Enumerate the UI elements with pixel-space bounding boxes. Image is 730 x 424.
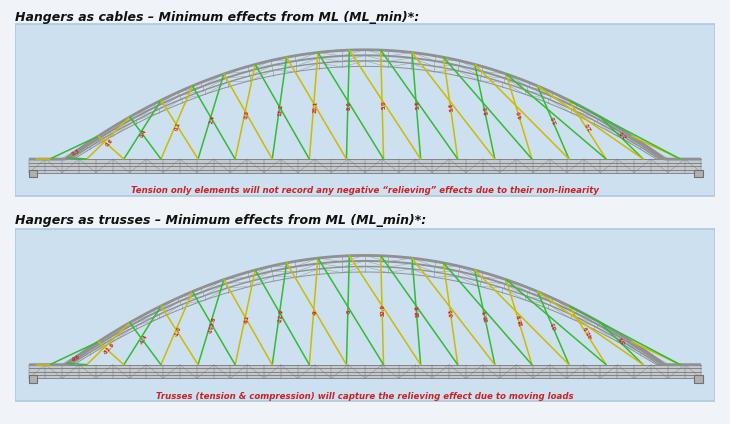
Text: 2.0: 2.0 <box>585 121 593 131</box>
Text: 0.3: 0.3 <box>71 149 80 157</box>
Text: 0.4: 0.4 <box>139 129 148 139</box>
Text: Hangers as trusses – Minimum effects from ML (ML_min)*:: Hangers as trusses – Minimum effects fro… <box>15 214 426 227</box>
Text: -22.9: -22.9 <box>277 308 284 323</box>
Text: -35: -35 <box>618 335 628 344</box>
Text: -81.9: -81.9 <box>103 342 116 355</box>
Text: 3.0: 3.0 <box>551 114 558 124</box>
Text: -9: -9 <box>312 310 318 315</box>
Text: 20.5: 20.5 <box>483 309 490 322</box>
Text: 0.6: 0.6 <box>105 138 115 148</box>
Text: Tension only elements will not record any negative “relieving” effects due to th: Tension only elements will not record an… <box>131 186 599 195</box>
Text: 32.9: 32.9 <box>381 304 386 316</box>
Text: -40.9: -40.9 <box>583 324 594 339</box>
Bar <box>28 170 37 177</box>
Text: Hangers as cables – Minimum effects from ML (ML_min)*:: Hangers as cables – Minimum effects from… <box>15 11 419 24</box>
Text: 5.0: 5.0 <box>381 100 386 109</box>
Text: 18.9: 18.9 <box>517 313 524 326</box>
Text: 5.6: 5.6 <box>415 101 420 110</box>
Bar <box>694 375 703 383</box>
Text: -96: -96 <box>70 354 80 363</box>
Bar <box>694 170 703 177</box>
Text: 8.0: 8.0 <box>347 101 352 109</box>
FancyBboxPatch shape <box>15 229 715 401</box>
Text: 0.1: 0.1 <box>174 121 182 131</box>
Text: Trusses (tension & compression) will capture the relieving effect due to moving : Trusses (tension & compression) will cap… <box>156 391 574 401</box>
FancyBboxPatch shape <box>15 24 715 195</box>
Text: -5: -5 <box>347 308 352 314</box>
Text: 18.6: 18.6 <box>415 305 420 317</box>
Text: 8.0: 8.0 <box>483 105 490 114</box>
Bar <box>28 159 702 173</box>
Text: 0.0: 0.0 <box>243 109 250 119</box>
Text: 2.4: 2.4 <box>209 115 216 124</box>
Text: 2.0: 2.0 <box>618 129 628 139</box>
Text: -103.6: -103.6 <box>208 316 217 334</box>
Bar <box>28 365 702 378</box>
Text: 13.2: 13.2 <box>277 104 284 116</box>
Text: 5.6: 5.6 <box>449 102 455 112</box>
Bar <box>28 375 37 383</box>
Text: -1.0: -1.0 <box>174 326 182 338</box>
Text: -35: -35 <box>449 308 455 317</box>
Text: 4.0: 4.0 <box>517 109 524 119</box>
Text: 20.1: 20.1 <box>312 101 318 113</box>
Text: -35: -35 <box>551 320 558 330</box>
Text: -61: -61 <box>243 315 250 324</box>
Text: -4.4: -4.4 <box>139 334 149 346</box>
